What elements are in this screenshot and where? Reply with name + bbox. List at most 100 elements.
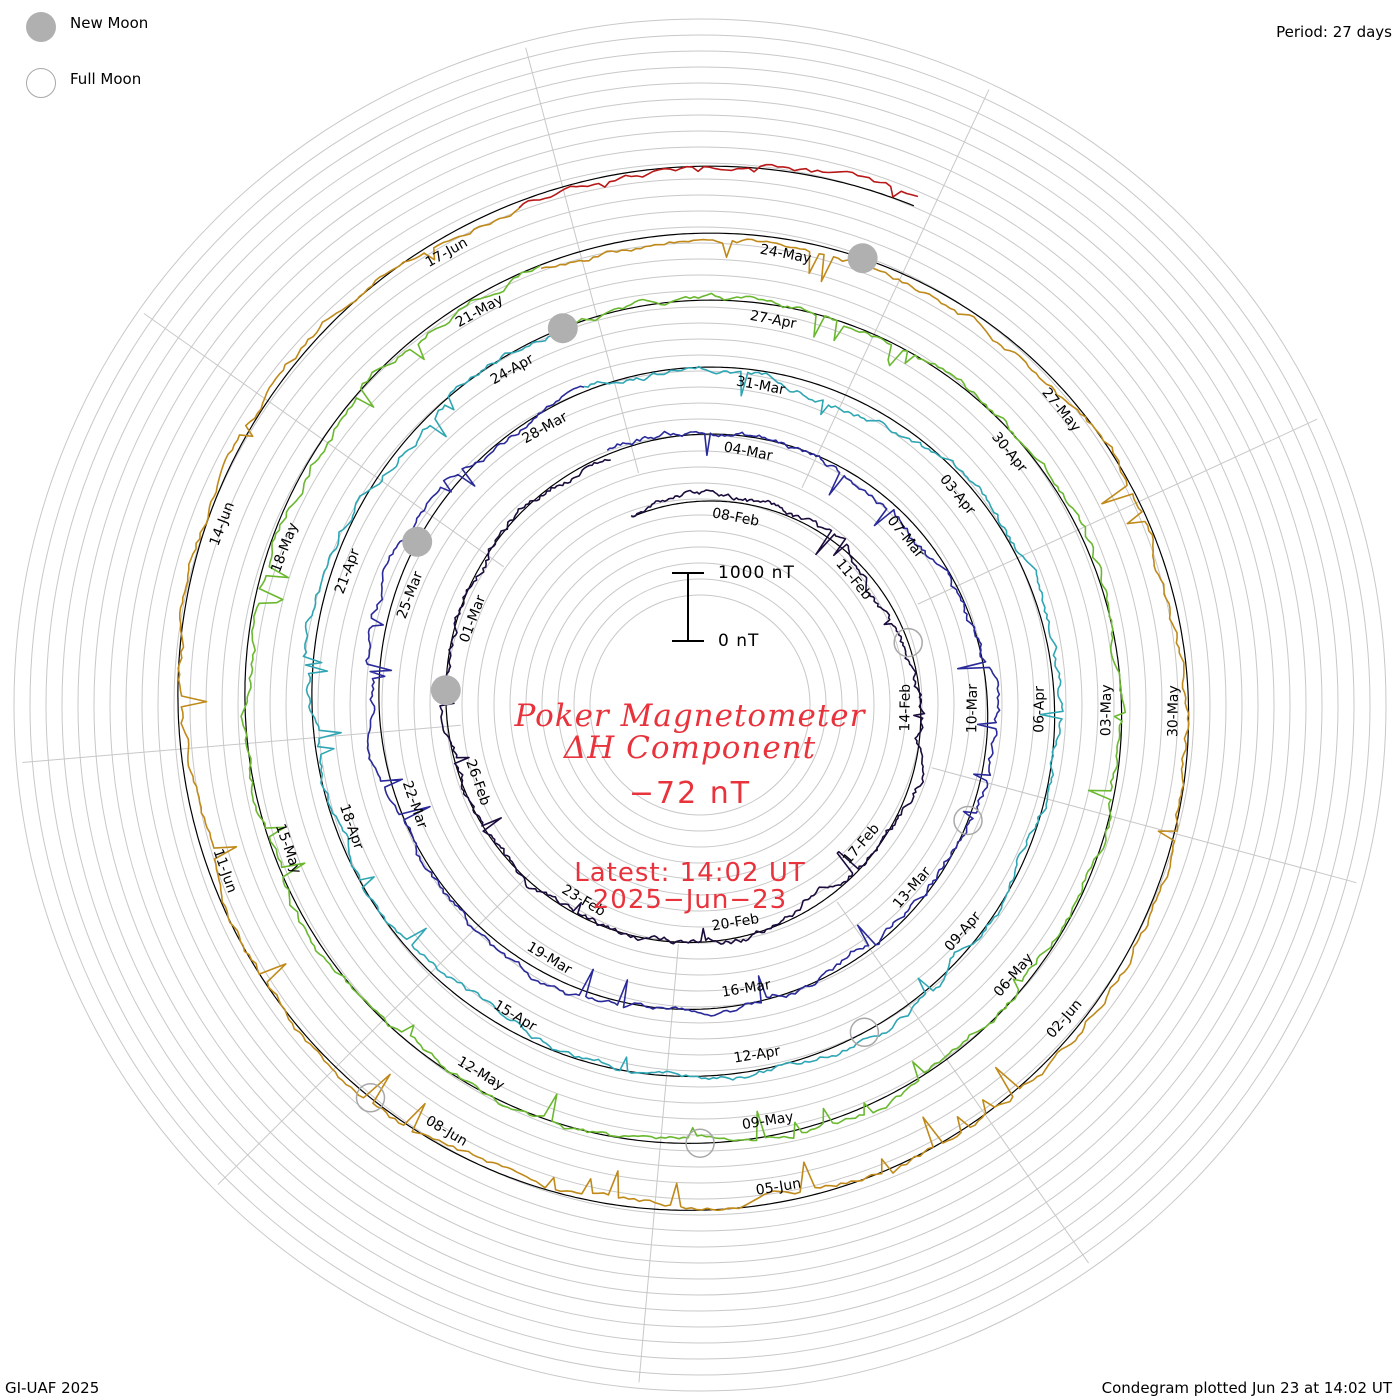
date-tick-label: 31-Mar: [735, 373, 787, 398]
full-moon-marker: [685, 1128, 715, 1158]
grid-ring: [477, 482, 923, 928]
date-tick-label: 24-Apr: [488, 351, 537, 388]
full-moon-legend-label: Full Moon: [70, 70, 142, 88]
latest-date: 2025−Jun−23: [592, 885, 788, 915]
date-tick-label: 18-Apr: [336, 802, 367, 852]
grid-spoke: [836, 901, 1089, 1264]
chart-subtitle: ΔH Component: [563, 730, 817, 766]
date-tick-label: 06-Apr: [1031, 686, 1048, 733]
grid-ring: [381, 386, 1019, 1024]
grid-spoke: [638, 943, 679, 1383]
full-moon-marker: [953, 805, 983, 836]
scale-bar: [672, 572, 704, 642]
grid-ring: [493, 498, 907, 912]
series-trace: [518, 163, 919, 209]
full-moon-legend-icon: [26, 68, 56, 98]
baseline-turn: [516, 165, 915, 207]
grid-ring: [205, 210, 1195, 1200]
baseline-turn: [244, 264, 1123, 1145]
grid-ring: [333, 338, 1067, 1072]
series-trace: [365, 385, 1001, 1017]
current-value: −72 nT: [628, 776, 752, 811]
date-tick-label: 14-Feb: [897, 684, 914, 732]
grid-ring: [125, 130, 1275, 1280]
grid-ring: [93, 98, 1307, 1312]
full-moon-marker: [849, 1017, 880, 1048]
grid-ring: [221, 226, 1179, 1184]
date-tick-label: 16-Mar: [721, 977, 772, 1001]
date-tick-label: 24-May: [759, 242, 813, 267]
date-tick-label: 05-Jun: [755, 1176, 803, 1199]
grid-ring: [461, 466, 939, 944]
grid-spoke: [801, 89, 990, 488]
grid-spoke: [917, 418, 1318, 605]
grid-ring: [429, 434, 971, 976]
grid-ring: [141, 146, 1259, 1264]
full-moon-marker: [355, 1083, 386, 1113]
date-tick-label: 27-Apr: [749, 308, 798, 332]
grid-ring: [589, 594, 811, 816]
grid-ring: [253, 258, 1147, 1152]
plotted-timestamp: Condegram plotted Jun 23 at 14:02 UT: [1101, 1379, 1392, 1397]
date-tick-label: 10-Mar: [964, 684, 981, 734]
chart-title: Poker Magnetometer: [514, 698, 866, 734]
date-tick-label: 03-May: [1098, 684, 1115, 736]
grid-ring: [525, 530, 875, 880]
full-moon-marker: [893, 627, 923, 658]
scale-bottom-label: 0 nT: [718, 631, 760, 651]
new-moon-legend-icon: [26, 12, 56, 42]
grid-ring: [349, 354, 1051, 1056]
new-moon-marker: [402, 526, 433, 557]
new-moon-marker: [547, 313, 578, 344]
grid-ring: [77, 82, 1323, 1328]
grid-spoke: [143, 313, 505, 568]
baseline-turn: [177, 201, 1190, 1211]
date-tick-label: 30-May: [1165, 685, 1182, 737]
grid-ring: [157, 162, 1243, 1248]
baseline-turn: [311, 327, 1056, 1077]
grid-ring: [397, 402, 1003, 1008]
date-tick-label: 25-Mar: [394, 569, 426, 621]
grid-ring: [45, 50, 1355, 1360]
date-tick-label: 12-Apr: [733, 1043, 782, 1066]
new-moon-legend-label: New Moon: [70, 14, 149, 32]
date-tick-label: 30-Apr: [988, 429, 1030, 476]
grid-ring: [557, 562, 843, 848]
date-tick-label: 28-Mar: [519, 409, 570, 447]
period-label: Period: 27 days: [1276, 23, 1392, 41]
grid-ring: [173, 178, 1227, 1232]
date-tick-label: 20-Feb: [711, 911, 761, 935]
date-tick-label: 01-Mar: [457, 593, 489, 645]
date-tick-label: 08-Feb: [711, 505, 761, 530]
new-moon-marker: [430, 675, 461, 706]
series-trace: [302, 328, 1064, 1081]
grid-ring: [413, 418, 987, 992]
latest-time: Latest: 14:02 UT: [574, 858, 806, 888]
series-trace: [240, 265, 1126, 1142]
new-moon-marker: [847, 243, 878, 274]
date-tick-label: 06-May: [991, 950, 1037, 1000]
grid-ring: [317, 322, 1083, 1088]
date-tick-label: 21-Apr: [332, 547, 364, 597]
date-tick-label: 12-May: [454, 1054, 507, 1094]
series-trace: [439, 458, 926, 945]
data-traces: [177, 163, 1190, 1212]
grid-ring: [509, 514, 891, 896]
grid-ring: [13, 18, 1387, 1392]
grid-ring: [237, 242, 1163, 1168]
credit-label: GI-UAF 2025: [5, 1379, 100, 1397]
grid-spoke: [931, 767, 1357, 884]
grid-spoke: [217, 873, 531, 1185]
grid-ring: [109, 114, 1291, 1296]
grid-ring: [301, 306, 1099, 1104]
scale-top-label: 1000 nT: [718, 563, 795, 583]
moon-phase-markers: [355, 243, 983, 1158]
grid-ring: [573, 578, 827, 832]
grid-rings: [13, 18, 1387, 1392]
grid-ring: [29, 34, 1371, 1376]
date-tick-label: 14-Jun: [207, 500, 238, 548]
grid-spokes: [22, 47, 1357, 1383]
baseline-turn: [445, 453, 922, 944]
grid-spoke: [22, 724, 461, 764]
